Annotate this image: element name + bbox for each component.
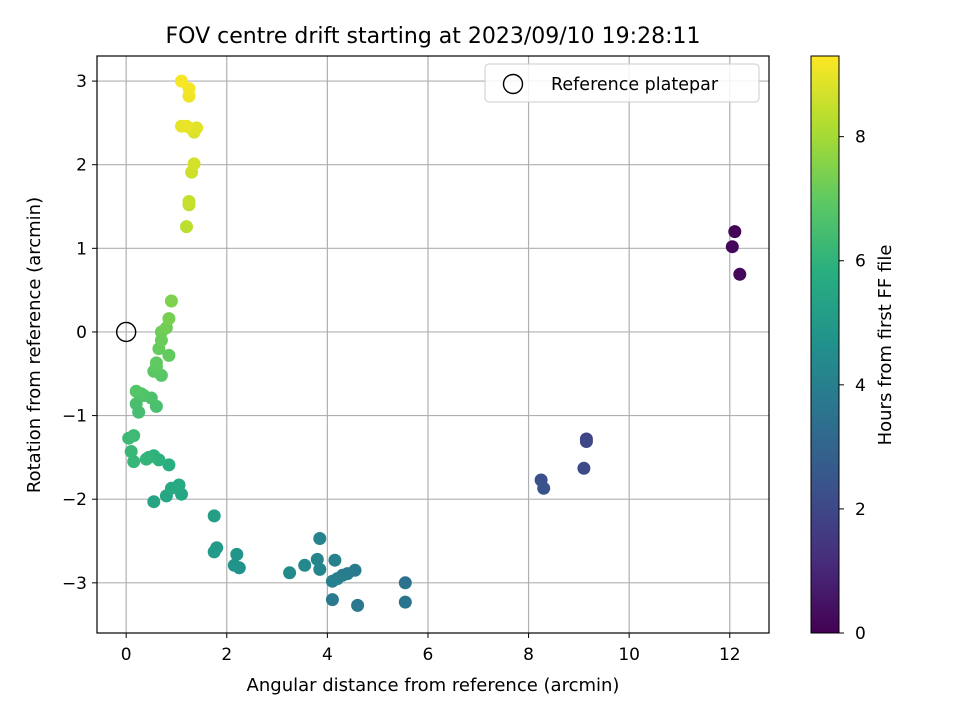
- x-tick-label: 12: [719, 645, 741, 665]
- data-points: [122, 74, 747, 612]
- y-axis-ticks: −3 −2 −1 0 1 2 3: [62, 72, 97, 594]
- y-tick-label: 0: [76, 323, 87, 343]
- y-tick-label: 1: [76, 239, 87, 259]
- legend-reference-marker: [502, 73, 524, 95]
- data-point: [579, 435, 593, 448]
- data-point: [733, 267, 747, 281]
- data-point: [310, 552, 324, 566]
- y-tick-label: −3: [62, 574, 87, 594]
- data-point: [149, 356, 163, 370]
- data-point: [180, 220, 193, 234]
- y-tick-label: −1: [62, 407, 87, 427]
- colorbar-tick-label: 4: [855, 376, 866, 396]
- data-point: [728, 225, 742, 239]
- data-point: [147, 495, 161, 509]
- x-tick-label: 2: [221, 645, 232, 665]
- data-point: [129, 397, 143, 411]
- legend: Reference platepar: [484, 63, 760, 103]
- data-point: [577, 461, 591, 475]
- data-point: [162, 312, 176, 326]
- data-point: [313, 532, 327, 545]
- data-point: [298, 558, 312, 572]
- x-tick-label: 4: [322, 645, 333, 665]
- legend-entry-label: Reference platepar: [551, 75, 719, 95]
- colorbar-tick-label: 2: [855, 500, 866, 520]
- data-point: [328, 553, 342, 567]
- data-point: [207, 509, 221, 523]
- colorbar-tick-label: 8: [855, 128, 866, 148]
- data-point: [164, 481, 178, 495]
- data-point: [398, 576, 412, 590]
- colorbar-tick-label: 0: [855, 624, 866, 644]
- x-tick-label: 8: [523, 645, 534, 665]
- colorbar-tick-label: 6: [855, 252, 866, 272]
- data-point: [164, 294, 178, 308]
- y-tick-label: −2: [62, 490, 87, 510]
- data-point: [139, 452, 153, 466]
- data-point: [182, 195, 196, 208]
- data-point: [725, 240, 739, 254]
- plot-frame: [96, 55, 770, 634]
- reference-platepar-marker: [115, 321, 137, 343]
- colorbar-label: Hours from first FF file: [875, 245, 896, 446]
- data-point: [162, 458, 176, 472]
- x-tick-label: 0: [121, 645, 132, 665]
- data-point: [230, 547, 244, 561]
- data-point: [124, 445, 138, 458]
- data-point: [398, 595, 412, 609]
- data-point: [351, 598, 365, 612]
- x-tick-label: 6: [423, 645, 434, 665]
- x-tick-label: 10: [618, 645, 640, 665]
- data-point: [127, 429, 141, 443]
- data-point: [325, 593, 339, 607]
- x-axis-label: Angular distance from reference (arcmin): [247, 675, 620, 696]
- x-axis-ticks: 0 2 4 6 8 10 12: [121, 633, 741, 665]
- chart-title: FOV centre drift starting at 2023/09/10 …: [166, 24, 701, 49]
- data-point: [129, 384, 143, 398]
- y-axis-label: Rotation from reference (arcmin): [24, 197, 45, 493]
- data-point: [190, 121, 204, 135]
- data-point: [187, 157, 201, 171]
- data-point: [283, 566, 297, 580]
- y-tick-label: 2: [76, 156, 87, 176]
- colorbar-ticks: 0 2 4 6 8: [839, 128, 866, 644]
- data-point: [325, 574, 339, 588]
- y-tick-label: 3: [76, 72, 87, 92]
- colorbar-gradient: [810, 55, 840, 634]
- data-point: [175, 74, 188, 88]
- legend-box: [484, 63, 760, 103]
- data-point: [227, 558, 241, 572]
- data-point: [207, 545, 221, 559]
- data-point: [313, 562, 327, 576]
- grid-lines: [97, 56, 769, 633]
- reference-marker-layer: [115, 321, 137, 343]
- data-point: [180, 119, 193, 133]
- colorbar: 0 2 4 6 8 Hours from first FF file: [810, 55, 896, 644]
- data-point: [127, 455, 141, 469]
- data-point: [162, 348, 176, 362]
- data-point: [537, 481, 551, 495]
